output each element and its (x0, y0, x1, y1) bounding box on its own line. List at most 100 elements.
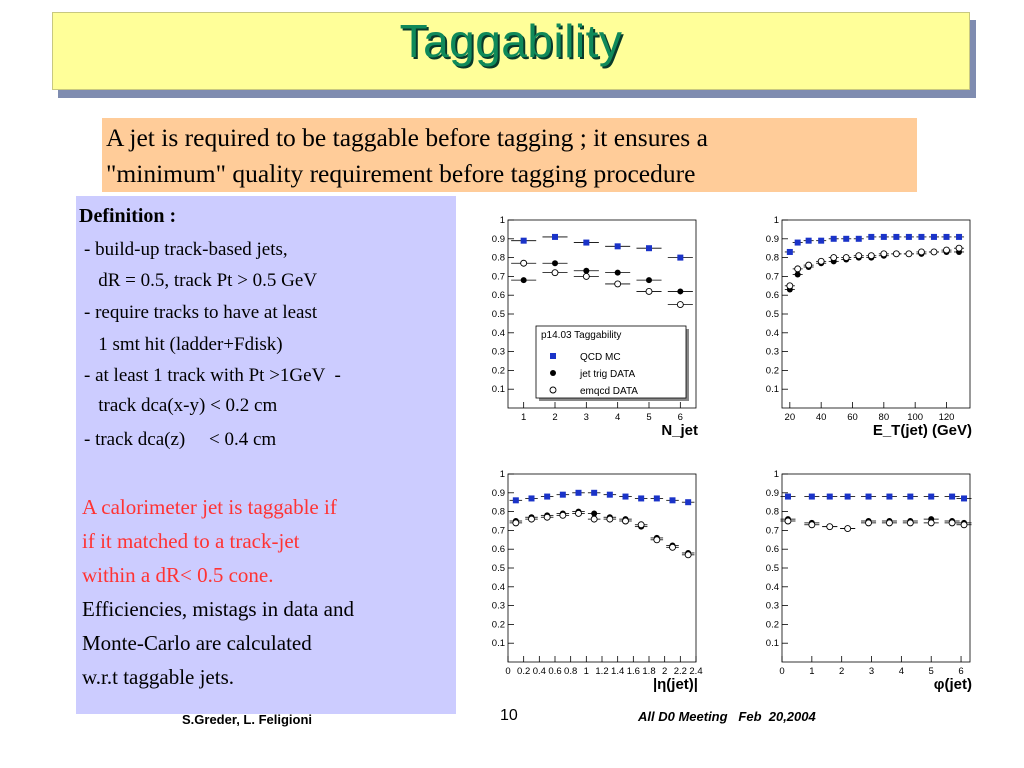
emqcd-data-point (960, 521, 968, 529)
emqcd-data-point (855, 252, 863, 260)
intro-text: A jet is required to be taggable before … (106, 120, 926, 192)
emqcd-data-point (906, 519, 914, 527)
emqcd-data-point (927, 519, 935, 527)
x-tick-label: 80 (879, 412, 890, 423)
emqcd-data-point (582, 272, 590, 280)
legend-marker-jettrig (550, 370, 556, 376)
emqcd-data-point (826, 523, 834, 531)
emqcd-data-point (955, 244, 963, 252)
emqcd-data-point (817, 257, 825, 265)
jet-trig-data-point (646, 277, 652, 284)
page-number: 10 (500, 707, 518, 724)
definition-line: track dca(x-y) < 0.2 cm (84, 395, 278, 416)
qcd-mc-point (880, 233, 887, 240)
y-tick-label: 0.3 (766, 347, 779, 358)
qcd-mc-point (669, 497, 676, 504)
y-tick-label: 0.2 (766, 365, 779, 376)
y-tick-label: 0.1 (492, 638, 505, 649)
jet-trig-data-point (591, 510, 598, 517)
emqcd-data-point (528, 515, 535, 523)
y-tick-label: 0.2 (766, 619, 779, 630)
x-tick-label: 6 (678, 412, 683, 423)
emqcd-data-point (653, 536, 661, 544)
definition-line: - require tracks to have at least (84, 302, 318, 323)
x-axis-label: N_jet (661, 422, 698, 439)
y-tick-label: 0.7 (492, 271, 505, 282)
emqcd-data-point (892, 250, 900, 258)
y-tick-label: 0.5 (492, 563, 505, 574)
intro-highlight (102, 118, 917, 192)
chart-eta: 0.10.20.30.40.50.60.70.80.910 0.2 0.4 0.6 0.… (492, 469, 703, 693)
emqcd-data-point (606, 515, 614, 523)
x-tick-label: 1.8 (642, 666, 655, 677)
qcd-mc-point (956, 233, 963, 240)
definition-panel: Definition : - build-up track-based jets… (76, 196, 456, 714)
legend-entry: QCD MC (580, 352, 621, 363)
emqcd-data-point (865, 519, 872, 527)
emqcd-data-point (645, 287, 653, 295)
x-tick-label: 1.6 (627, 666, 640, 677)
x-tick-label: 1 (584, 666, 589, 677)
qcd-mc-point (943, 233, 950, 240)
emqcd-data-point (520, 259, 528, 267)
emqcd-data-point (575, 510, 582, 517)
emqcd-data-point (637, 521, 645, 529)
y-tick-label: 0.6 (766, 290, 779, 301)
x-tick-label: 6 (958, 666, 963, 677)
jet-trig-data-point (614, 269, 621, 276)
x-tick-label: 4 (615, 412, 620, 423)
qcd-mc-point (794, 239, 801, 246)
y-tick-label: 0.1 (766, 638, 779, 649)
emqcd-data-point (830, 254, 838, 262)
emqcd-data-point (943, 246, 950, 254)
y-tick-label: 0.1 (492, 384, 505, 395)
y-tick-label: 0.2 (492, 619, 505, 630)
title-box (52, 12, 970, 90)
x-tick-label: 1 (521, 412, 526, 423)
emqcd-data-point (930, 248, 938, 256)
emqcd-data-point (512, 519, 520, 527)
y-tick-label: 1 (774, 469, 779, 480)
x-tick-label: 1.2 (595, 666, 608, 677)
y-tick-label: 0.9 (766, 488, 779, 499)
qcd-mc-point (638, 495, 645, 502)
qcd-mc-point (930, 233, 937, 240)
qcd-mc-point (893, 233, 900, 240)
emqcd-data-point (551, 269, 559, 277)
emqcd-data-point (905, 250, 913, 258)
jet-trig-data-point (520, 277, 527, 284)
definition-heading: Definition : (79, 205, 177, 227)
qcd-mc-point (928, 493, 935, 500)
qcd-mc-point (843, 235, 850, 242)
legend-marker-qcd (550, 353, 556, 359)
qcd-mc-point (949, 493, 956, 500)
chart-phi: 0.1 0.2 0.3 0.4 0.5 0.6 0.7 0.8 0.9 1 0 1 2 3 4 5 6φ(jet… (766, 469, 972, 693)
emqcd-data-point (885, 519, 893, 527)
qcd-mc-point (606, 491, 613, 498)
qcd-mc-point (818, 237, 825, 244)
plot-frame (507, 473, 697, 663)
qcd-mc-point (865, 493, 872, 500)
x-tick-label: 2 (839, 666, 844, 677)
plot-frame (781, 473, 971, 663)
emqcd-data-point (794, 265, 802, 273)
qcd-mc-point (855, 235, 862, 242)
x-tick-label: 3 (869, 666, 874, 677)
x-tick-label: 40 (816, 412, 827, 423)
y-tick-label: 0.5 (766, 563, 779, 574)
x-tick-label: 100 (907, 412, 923, 423)
y-tick-label: 0.7 (766, 271, 779, 282)
qcd-mc-point (583, 239, 590, 246)
qcd-mc-point (784, 493, 791, 500)
emqcd-data-point (808, 521, 816, 529)
qcd-mc-point (805, 237, 812, 244)
x-tick-label: 0.2 (517, 666, 530, 677)
qcd-mc-point (808, 493, 815, 500)
definition-line: - build-up track-based jets, (84, 239, 288, 260)
emqcd-data-point (867, 252, 875, 260)
x-tick-label: 0.6 (548, 666, 561, 677)
qcd-mc-point (653, 495, 660, 502)
x-tick-label: 4 (899, 666, 904, 677)
y-tick-label: 0.1 (766, 384, 779, 395)
